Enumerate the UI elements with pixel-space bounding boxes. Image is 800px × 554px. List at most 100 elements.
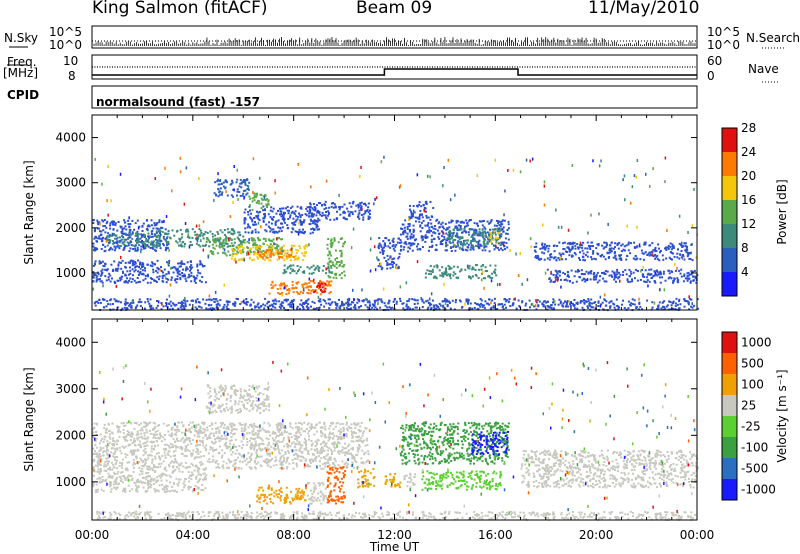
scatter-cell	[146, 229, 149, 232]
scatter-cell	[300, 221, 303, 224]
scatter-cell	[153, 233, 156, 236]
scatter-cell	[143, 421, 146, 424]
scatter-cell	[191, 243, 193, 246]
scatter-cell	[303, 466, 306, 469]
scatter-cell	[460, 237, 463, 240]
scatter-cell	[553, 256, 556, 259]
scatter-cell	[590, 298, 593, 301]
scatter-cell	[660, 307, 663, 310]
scatter-cell	[605, 245, 608, 248]
scatter-cell	[437, 222, 440, 225]
scatter-cell	[137, 259, 140, 262]
scatter-cell	[355, 204, 358, 207]
scatter-cell	[106, 220, 109, 223]
scatter-cell	[168, 262, 170, 264]
scatter-cell	[444, 299, 447, 302]
noise-cell	[654, 271, 656, 275]
scatter-cell	[283, 457, 286, 460]
scatter-cell	[116, 467, 119, 470]
scatter-cell	[305, 243, 308, 246]
scatter-cell	[595, 247, 598, 250]
scatter-cell	[581, 300, 584, 303]
scatter-cell	[528, 299, 531, 302]
scatter-cell	[478, 303, 481, 306]
scatter-cell	[661, 301, 664, 304]
scatter-cell	[616, 273, 619, 276]
scatter-cell	[289, 259, 292, 262]
scatter-cell	[92, 280, 95, 283]
noise-cell	[278, 256, 281, 260]
scatter-cell	[263, 198, 266, 201]
scatter-cell	[131, 433, 134, 436]
scatter-cell	[218, 466, 221, 469]
scatter-cell	[340, 253, 343, 256]
scatter-cell	[97, 302, 100, 304]
scatter-cell	[183, 275, 186, 278]
scatter-cell	[397, 267, 400, 270]
scatter-cell	[684, 300, 687, 302]
scatter-cell	[156, 300, 158, 302]
scatter-cell	[124, 265, 127, 268]
scatter-cell	[428, 228, 431, 231]
scatter-cell	[95, 248, 98, 251]
scatter-cell	[442, 306, 445, 309]
scatter-cell	[242, 239, 245, 242]
scatter-cell	[235, 459, 238, 461]
scatter-cell	[430, 303, 433, 306]
scatter-cell	[583, 299, 585, 301]
scatter-cell	[200, 430, 203, 432]
scatter-cell	[325, 207, 328, 210]
scatter-cell	[267, 203, 270, 206]
scatter-cell	[442, 239, 445, 242]
scatter-cell	[318, 306, 321, 309]
scatter-cell	[255, 194, 258, 197]
scatter-cell	[478, 230, 481, 233]
scatter-cell	[603, 272, 606, 275]
scatter-cell	[134, 247, 137, 250]
scatter-cell	[183, 245, 186, 248]
scatter-cell	[486, 302, 489, 305]
scatter-cell	[123, 240, 126, 243]
scatter-cell	[646, 299, 649, 302]
scatter-cell	[679, 253, 681, 256]
scatter-cell	[559, 271, 562, 274]
scatter-cell	[383, 246, 385, 249]
scatter-cell	[169, 461, 172, 464]
scatter-cell	[181, 303, 184, 306]
scatter-cell	[307, 306, 310, 309]
scatter-cell	[339, 213, 342, 216]
scatter-cell	[92, 271, 95, 274]
scatter-cell	[151, 244, 154, 247]
scatter-cell	[312, 220, 315, 223]
scatter-cell	[451, 234, 454, 237]
scatter-cell	[108, 249, 111, 252]
scatter-cell	[429, 265, 432, 268]
scatter-cell	[216, 239, 219, 242]
scatter-cell	[290, 244, 293, 247]
scatter-cell	[129, 302, 132, 305]
scatter-cell	[398, 241, 401, 244]
scatter-cell	[488, 274, 491, 277]
scatter-cell	[233, 304, 236, 307]
scatter-cell	[153, 224, 156, 227]
scatter-cell	[275, 463, 278, 466]
noise-cell	[170, 266, 172, 270]
scatter-cell	[256, 303, 259, 306]
scatter-cell	[580, 269, 583, 272]
noise-cell	[179, 156, 182, 160]
scatter-cell	[434, 228, 437, 231]
scatter-cell	[505, 232, 508, 235]
scatter-cell	[321, 283, 324, 286]
scatter-cell	[184, 438, 187, 441]
scatter-cell	[462, 221, 465, 224]
scatter-cell	[238, 191, 241, 193]
scatter-cell	[543, 247, 546, 250]
scatter-cell	[494, 268, 497, 271]
scatter-cell	[558, 252, 561, 255]
scatter-cell	[190, 280, 193, 283]
scatter-cell	[292, 291, 295, 294]
scatter-cell	[257, 211, 260, 214]
colorbar-tick-label: 24	[741, 145, 756, 159]
scatter-cell	[501, 242, 504, 245]
scatter-cell	[416, 205, 419, 208]
